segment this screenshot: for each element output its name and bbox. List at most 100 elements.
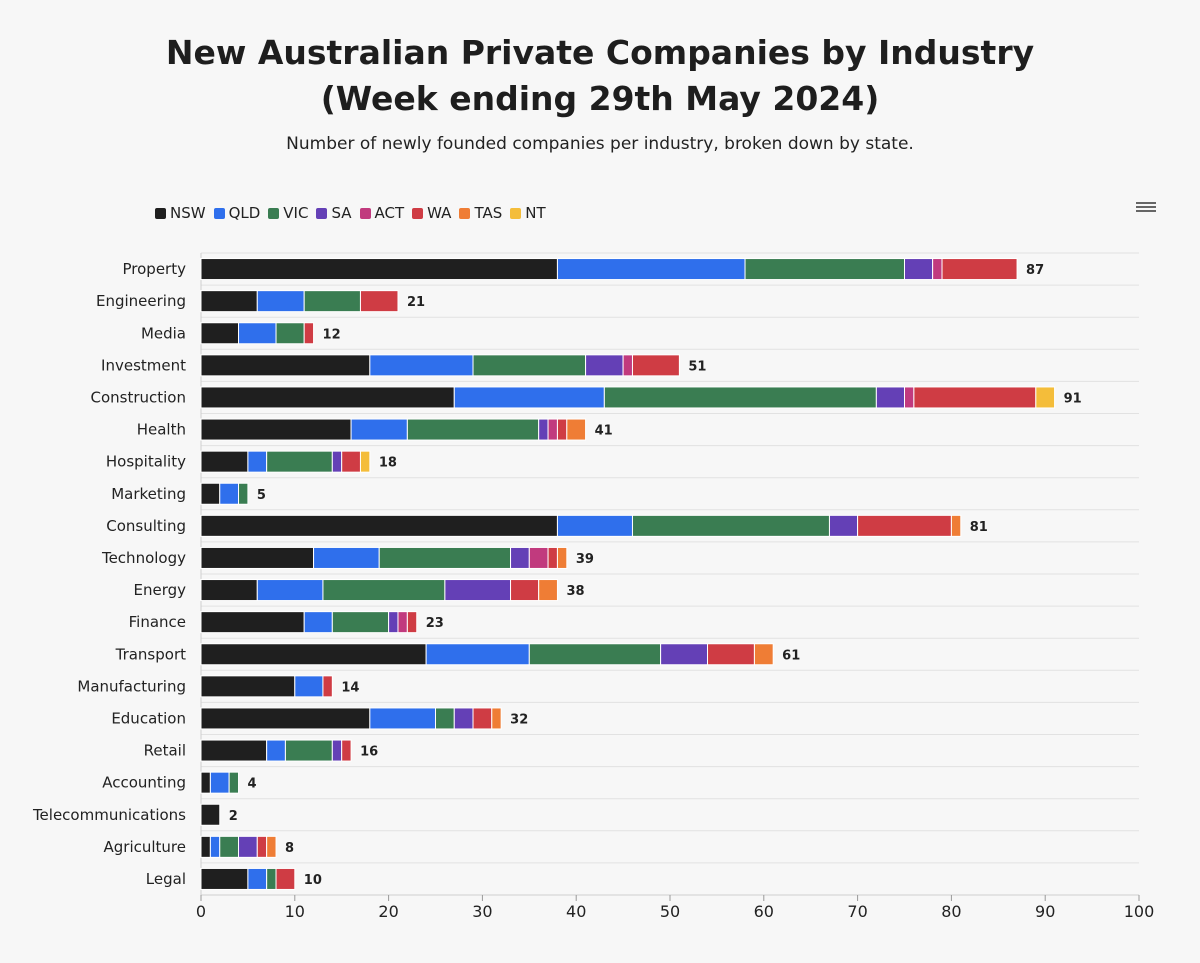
legend-item-sa[interactable]: SA <box>316 204 352 222</box>
data-label-total: 39 <box>576 552 594 567</box>
data-label-total: 21 <box>407 295 425 310</box>
category-label: Media <box>141 324 186 342</box>
bar-segment-sa <box>660 643 709 666</box>
bar-segment-wa <box>341 450 361 473</box>
bar-segment-act <box>904 386 915 409</box>
bar-segment-vic <box>266 867 277 890</box>
legend-item-tas[interactable]: TAS <box>459 204 502 222</box>
legend-swatch <box>359 207 371 219</box>
bar-segment-sa <box>875 386 905 409</box>
data-label-total: 16 <box>360 745 378 760</box>
bar-segment-nsw <box>200 739 268 762</box>
bar-segment-qld <box>209 771 230 794</box>
bar-segment-qld <box>556 258 746 281</box>
legend-item-act[interactable]: ACT <box>359 204 404 222</box>
bar-segment-sa <box>510 546 530 569</box>
data-label-total: 8 <box>285 841 294 856</box>
bar-segment-sa <box>538 418 549 441</box>
bar-segment-qld <box>453 386 605 409</box>
bar-segment-vic <box>528 643 662 666</box>
bar-segment-sa <box>585 354 624 377</box>
bar-segment-nsw <box>200 450 249 473</box>
chart-title-line-1: New Australian Private Companies by Indu… <box>165 33 1035 72</box>
category-label: Engineering <box>96 292 186 310</box>
bar-segment-vic <box>266 450 333 473</box>
bar-segment-nsw <box>200 835 211 858</box>
category-label: Retail <box>144 742 186 760</box>
bar-segment-tas <box>950 514 962 537</box>
bar-segment-vic <box>472 354 587 377</box>
bar-segment-vic <box>331 611 390 634</box>
bar-segment-wa <box>303 322 315 345</box>
data-label-total: 4 <box>248 777 257 792</box>
category-label: Technology <box>101 549 186 567</box>
legend-swatch <box>268 207 280 219</box>
legend-label: NSW <box>170 204 206 222</box>
data-label-total: 32 <box>510 712 528 727</box>
bar-segment-nsw <box>200 290 258 313</box>
bar-segment-nsw <box>200 386 455 409</box>
bar-segment-sa <box>388 611 399 634</box>
data-label-total: 12 <box>323 327 341 342</box>
category-label: Property <box>123 260 187 278</box>
category-label: Telecommunications <box>32 806 186 824</box>
bar-segment-qld <box>350 418 408 441</box>
bar-segment-qld <box>369 707 436 730</box>
bar-segment-qld <box>247 450 268 473</box>
bar-segment-qld <box>238 322 277 345</box>
bar-segment-sa <box>828 514 859 537</box>
legend-item-vic[interactable]: VIC <box>268 204 308 222</box>
bar-segment-nsw <box>200 482 221 505</box>
legend-item-nt[interactable]: NT <box>510 204 546 222</box>
bar-segment-vic <box>406 418 540 441</box>
legend-swatch <box>155 207 166 219</box>
bar-segment-qld <box>256 579 324 602</box>
bar-segment-wa <box>510 579 540 602</box>
bar-segment-wa <box>256 835 268 858</box>
legend-item-nsw[interactable]: NSW <box>155 204 206 222</box>
data-label-total: 91 <box>1064 391 1082 406</box>
bar-segment-tas <box>538 579 558 602</box>
bar-segment-nt <box>1035 386 1056 409</box>
legend-item-qld[interactable]: QLD <box>213 204 260 222</box>
bar-segment-act <box>397 611 408 634</box>
bar-segment-wa <box>707 643 755 666</box>
bar-segment-tas <box>491 707 502 730</box>
bar-segment-wa <box>547 546 558 569</box>
bar-segment-qld <box>247 867 268 890</box>
bar-segment-qld <box>369 354 474 377</box>
bar-segment-vic <box>238 482 249 505</box>
bar-segment-vic <box>322 579 446 602</box>
data-label-total: 41 <box>595 424 613 439</box>
bar-segment-sa <box>453 707 474 730</box>
bar-segment-vic <box>435 707 455 730</box>
category-label: Investment <box>101 356 186 374</box>
bar-segment-vic <box>603 386 877 409</box>
bar-segment-sa <box>331 739 343 762</box>
bar-segment-qld <box>303 611 333 634</box>
bar-segment-tas <box>753 643 774 666</box>
bar-segment-qld <box>219 482 240 505</box>
bar-segment-qld <box>313 546 380 569</box>
bar-segment-vic <box>275 322 305 345</box>
bar-segment-vic <box>303 290 361 313</box>
category-label: Accounting <box>102 774 186 792</box>
legend-label: VIC <box>283 204 309 222</box>
bar-segment-tas <box>266 835 277 858</box>
x-tick-label: 90 <box>1035 902 1055 921</box>
legend-swatch <box>316 207 328 219</box>
bar-segment-nsw <box>200 258 558 281</box>
data-label-total: 23 <box>426 616 444 631</box>
bar-segment-act <box>547 418 558 441</box>
data-label-total: 14 <box>341 680 359 695</box>
legend-item-wa[interactable]: WA <box>412 204 451 222</box>
bar-segment-qld <box>266 739 286 762</box>
bar-segment-wa <box>406 611 418 634</box>
data-label-total: 38 <box>566 584 584 599</box>
data-label-total: 2 <box>229 809 238 824</box>
bar-segment-vic <box>228 771 240 794</box>
hamburger-menu-icon[interactable] <box>1136 200 1156 216</box>
category-label: Manufacturing <box>77 677 186 695</box>
legend-swatch <box>213 207 225 219</box>
legend-label: SA <box>331 204 352 222</box>
